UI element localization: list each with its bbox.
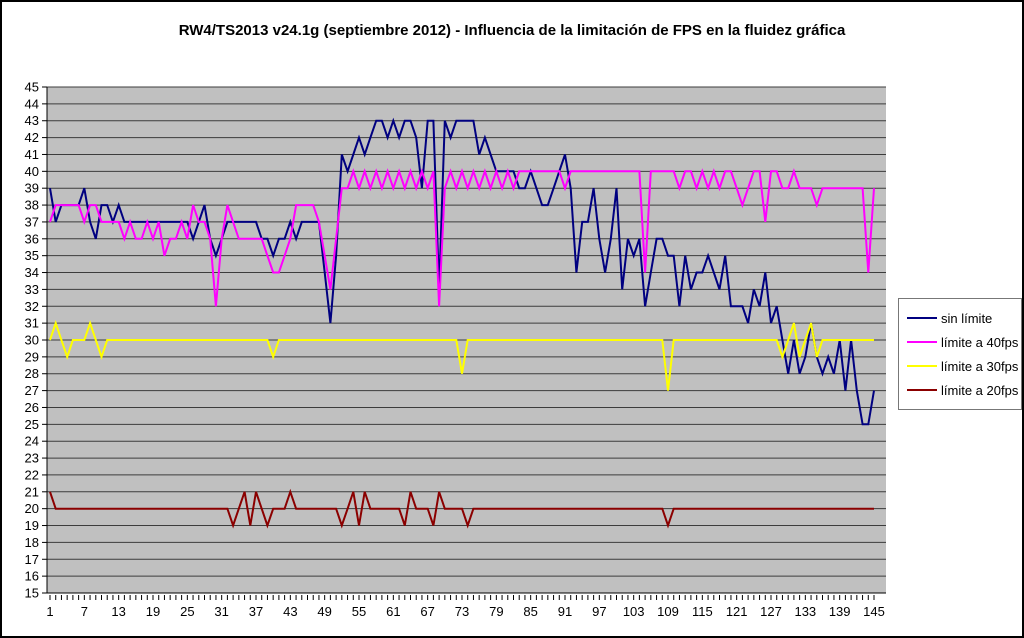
y-axis-label: 33: [25, 282, 39, 297]
series-line-límite-a-30fps: [49, 319, 874, 391]
x-axis-label: 79: [489, 604, 503, 619]
y-axis-label: 41: [25, 147, 39, 162]
y-axis-label: 36: [25, 231, 39, 246]
y-axis-label: 16: [25, 569, 39, 584]
x-axis-label: 61: [386, 604, 400, 619]
x-axis-label: 49: [317, 604, 331, 619]
legend-item-límite-a-20fps: límite a 20fps: [907, 378, 1019, 402]
x-axis-label: 31: [214, 604, 228, 619]
x-axis-label: 115: [692, 604, 713, 619]
x-axis-label: 91: [558, 604, 572, 619]
y-axis-label: 18: [25, 535, 39, 550]
x-axis-label: 133: [794, 604, 816, 619]
y-axis-label: 26: [25, 400, 39, 415]
y-axis-label: 37: [25, 214, 39, 229]
x-axis-label: 1: [46, 604, 53, 619]
x-axis-label: 109: [657, 604, 679, 619]
y-axis-label: 25: [25, 417, 39, 432]
x-axis-label: 13: [111, 604, 125, 619]
legend: sin límite límite a 40fps límite a 30fps lí…: [898, 298, 1022, 410]
y-axis-label: 22: [25, 467, 39, 482]
x-axis-label: 43: [283, 604, 297, 619]
legend-label: límite a 40fps: [941, 334, 1019, 350]
legend-line-swatch: [907, 389, 937, 391]
x-axis-label: 121: [726, 604, 748, 619]
legend-label: sin límite: [941, 310, 993, 326]
chart-title: RW4/TS2013 v24.1g (septiembre 2012) - In…: [178, 22, 846, 39]
y-axis-label: 15: [25, 586, 39, 601]
legend-line-swatch: [907, 317, 937, 319]
y-axis-label: 44: [25, 96, 39, 111]
y-axis-label: 17: [25, 552, 39, 567]
x-axis-label: 103: [623, 604, 645, 619]
x-axis-label: 139: [829, 604, 851, 619]
y-axis-label: 38: [25, 198, 39, 213]
legend-label: límite a 20fps: [941, 382, 1019, 398]
x-axis-label: 37: [249, 604, 263, 619]
legend-line-swatch: [907, 341, 937, 343]
y-axis-label: 30: [25, 333, 39, 348]
legend-item-límite-a-40fps: límite a 40fps: [907, 330, 1019, 354]
x-axis-label: 127: [760, 604, 782, 619]
x-axis-label: 67: [420, 604, 434, 619]
x-axis-label: 97: [592, 604, 606, 619]
y-axis-label: 24: [25, 434, 39, 449]
x-axis-label: 73: [455, 604, 469, 619]
y-axis-label: 35: [25, 248, 39, 263]
y-axis-label: 27: [25, 383, 39, 398]
legend-item-límite-a-30fps: límite a 30fps: [907, 354, 1019, 378]
series-line-límite-a-40fps: [49, 168, 875, 307]
y-axis-label: 21: [25, 484, 39, 499]
y-axis-label: 20: [25, 501, 39, 516]
x-axis-label: 7: [81, 604, 88, 619]
y-axis-label: 42: [25, 130, 39, 145]
y-axis-label: 31: [25, 316, 39, 331]
y-axis-label: 34: [25, 265, 39, 280]
y-axis-label: 28: [25, 366, 39, 381]
x-axis-label: 19: [146, 604, 160, 619]
x-axis-label: 145: [863, 604, 885, 619]
y-axis-label: 39: [25, 181, 39, 196]
y-axis-label: 40: [25, 164, 39, 179]
x-axis-label: 25: [180, 604, 194, 619]
y-axis-label: 32: [25, 299, 39, 314]
series-line-sin-límite: [49, 117, 875, 426]
legend-line-swatch: [907, 365, 937, 367]
y-axis-label: 43: [25, 113, 39, 128]
y-axis-label: 19: [25, 518, 39, 533]
series-line-límite-a-20fps: [49, 488, 874, 529]
x-axis-label: 55: [352, 604, 366, 619]
y-axis-label: 29: [25, 349, 39, 364]
legend-label: límite a 30fps: [941, 358, 1019, 374]
legend-item-sin-límite: sin límite: [907, 306, 1015, 330]
y-axis-label: 23: [25, 451, 39, 466]
y-axis-label: 45: [25, 80, 39, 95]
x-axis-label: 85: [523, 604, 537, 619]
